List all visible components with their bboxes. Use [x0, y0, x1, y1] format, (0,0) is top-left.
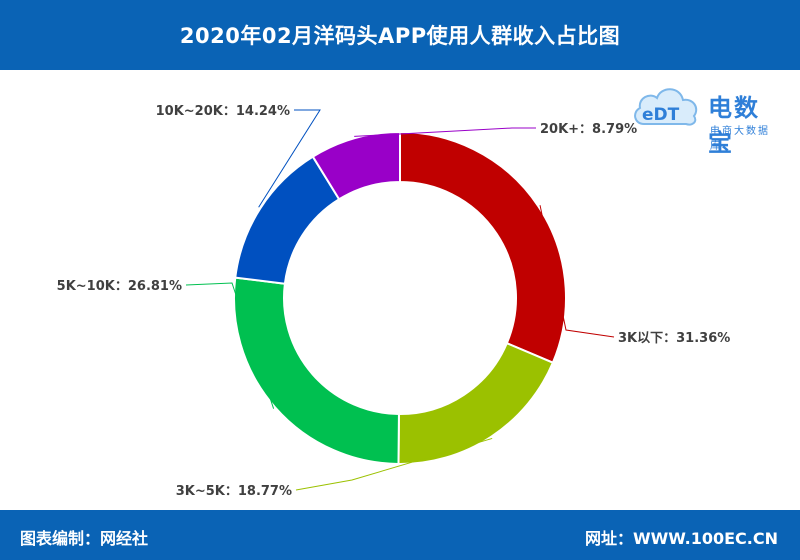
cloud-logo-icon: eDT [634, 88, 698, 126]
footer-compiler: 图表编制：网经社 [20, 529, 149, 548]
leader-line [295, 437, 493, 491]
donut-slice [397, 341, 555, 465]
footer-website: 网址：WWW.100EC.CN [584, 529, 778, 548]
chart-title: 2020年02月洋码头APP使用人群收入占比图 [179, 24, 621, 48]
logo-subtitle: 电商大数据库 [710, 126, 770, 152]
slice-label: 3K以下：31.36% [618, 331, 730, 346]
slice-label: 3K~5K：18.77% [176, 484, 292, 499]
edt-logo: eDT 电数宝 电商大数据库 [630, 78, 780, 157]
leader-line [354, 127, 536, 137]
header-bar: 2020年02月洋码头APP使用人群收入占比图 [0, 0, 800, 70]
footer-bar: 图表编制：网经社 网址：WWW.100EC.CN [0, 510, 800, 560]
donut-chart: 3K以下：31.36% 3K~5K：18.77% 5K~10K：26.81% 10K~… [57, 104, 731, 499]
donut-slice [233, 276, 400, 466]
slice-label: 10K~20K：14.24% [156, 104, 290, 119]
logo-mark-text: eDT [642, 105, 680, 125]
slice-label: 5K~10K：26.81% [57, 279, 182, 294]
donut-slice [399, 130, 567, 364]
leader-line [539, 205, 615, 338]
logo-brand: 电数宝 [708, 94, 760, 157]
slice-label: 20K+：8.79% [540, 122, 637, 137]
donut-slice [311, 130, 401, 201]
leader-line [258, 109, 321, 208]
leader-line [185, 282, 275, 409]
